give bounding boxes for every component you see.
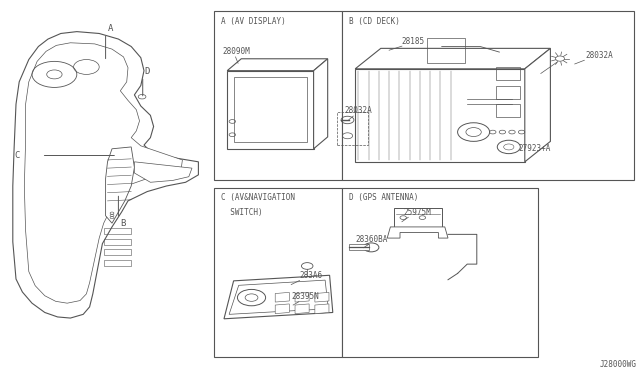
Bar — [428, 38, 465, 62]
Bar — [496, 104, 520, 117]
Polygon shape — [227, 71, 314, 149]
Text: 28032A: 28032A — [586, 51, 613, 60]
Text: 28395N: 28395N — [291, 292, 319, 301]
Text: D: D — [145, 67, 150, 76]
Text: 27923+A: 27923+A — [518, 144, 551, 153]
Bar — [104, 260, 131, 266]
Polygon shape — [315, 304, 329, 314]
Text: B (CD DECK): B (CD DECK) — [349, 17, 399, 26]
Polygon shape — [315, 292, 329, 302]
Bar — [342, 188, 538, 357]
Polygon shape — [106, 147, 134, 223]
Polygon shape — [387, 227, 448, 238]
Bar — [496, 67, 520, 80]
Text: 28360BA: 28360BA — [356, 235, 388, 244]
Polygon shape — [134, 162, 192, 182]
Text: 283A6: 283A6 — [300, 271, 323, 280]
Text: 28032A: 28032A — [344, 106, 372, 115]
Text: D (GPS ANTENNA): D (GPS ANTENNA) — [349, 193, 418, 202]
Polygon shape — [295, 292, 309, 302]
Text: C: C — [14, 151, 19, 160]
Text: 28185: 28185 — [402, 37, 425, 46]
Bar — [349, 244, 369, 250]
Bar — [337, 112, 368, 145]
Polygon shape — [355, 69, 525, 162]
Polygon shape — [525, 48, 550, 162]
Polygon shape — [275, 304, 289, 314]
Text: 25975M: 25975M — [403, 208, 431, 217]
Bar — [104, 239, 131, 245]
Polygon shape — [227, 59, 328, 71]
Text: A (AV DISPLAY): A (AV DISPLAY) — [221, 17, 285, 26]
Text: B: B — [120, 219, 125, 228]
Polygon shape — [355, 48, 550, 69]
Bar — [104, 228, 131, 234]
Bar — [104, 249, 131, 255]
Bar — [342, 11, 634, 180]
Bar — [234, 77, 307, 142]
Bar — [214, 188, 342, 357]
Bar — [394, 208, 442, 227]
Text: C (AV&NAVIGATION: C (AV&NAVIGATION — [221, 193, 295, 202]
Polygon shape — [229, 280, 328, 314]
Polygon shape — [24, 43, 182, 303]
Text: J28000WG: J28000WG — [600, 360, 637, 369]
Polygon shape — [13, 32, 198, 318]
Bar — [214, 11, 342, 180]
Polygon shape — [314, 59, 328, 149]
Polygon shape — [224, 275, 333, 319]
Text: SWITCH): SWITCH) — [221, 208, 262, 217]
Text: 28090M: 28090M — [223, 47, 250, 56]
Polygon shape — [275, 292, 289, 302]
Polygon shape — [295, 304, 309, 314]
Text: A: A — [108, 24, 113, 33]
Bar — [496, 86, 520, 99]
